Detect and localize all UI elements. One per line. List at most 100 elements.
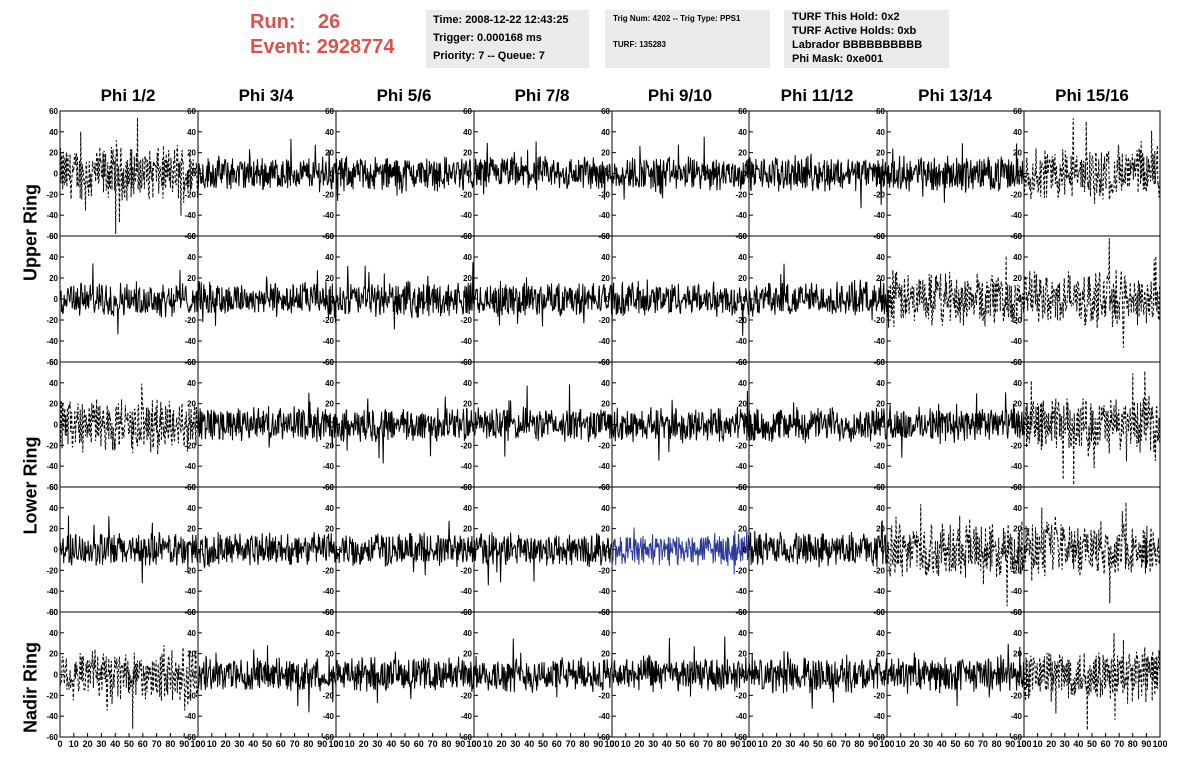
y-tick-label: 60 — [325, 107, 334, 116]
y-tick-label: 20 — [601, 650, 610, 659]
x-tick-label: 30 — [96, 739, 106, 749]
y-tick-label: -20 — [46, 190, 58, 199]
y-tick-label: 20 — [601, 149, 610, 158]
col-header-5: Phi 9/10 — [647, 86, 713, 105]
y-tick-label: 0 — [468, 295, 473, 304]
x-tick-label: 50 — [400, 739, 410, 749]
x-tick-label: 70 — [152, 739, 162, 749]
y-tick-label: 40 — [187, 504, 196, 513]
y-tick-label: 40 — [1013, 379, 1022, 388]
time-text: Time: 2008-12-22 12:43:25 — [433, 14, 569, 26]
x-tick-label: 60 — [414, 739, 424, 749]
y-tick-label: -20 — [184, 566, 196, 575]
x-tick-label: 80 — [303, 739, 313, 749]
y-tick-label: 60 — [187, 608, 196, 617]
y-tick-label: 20 — [876, 274, 885, 283]
y-tick-label: 60 — [325, 232, 334, 241]
x-tick-label: 70 — [566, 739, 576, 749]
y-tick-label: 60 — [463, 608, 472, 617]
y-tick-label: 0 — [192, 295, 197, 304]
y-tick-label: 0 — [743, 295, 748, 304]
waveform-trace — [886, 392, 1025, 458]
y-tick-label: 40 — [49, 629, 58, 638]
x-tick-label: 40 — [110, 739, 120, 749]
y-tick-label: -20 — [322, 190, 334, 199]
x-tick-label: 0 — [57, 739, 62, 749]
turf-num-text: TURF: 135283 — [613, 40, 666, 49]
waveform-trace — [1023, 238, 1161, 348]
x-tick-label: 70 — [978, 739, 988, 749]
x-tick-label: 20 — [772, 739, 782, 749]
y-tick-label: 40 — [463, 379, 472, 388]
y-tick-label: 40 — [463, 128, 472, 137]
y-tick-label: 40 — [49, 128, 58, 137]
waveform-trace — [197, 645, 337, 713]
run-label: Run: — [250, 11, 296, 33]
x-tick-label: 10 — [758, 739, 768, 749]
y-tick-label: 20 — [187, 274, 196, 283]
x-tick-label: 50 — [813, 739, 823, 749]
x-tick-label: 10 — [345, 739, 355, 749]
y-tick-label: -40 — [460, 337, 472, 346]
y-tick-label: 60 — [876, 358, 885, 367]
y-tick-label: 20 — [1013, 149, 1022, 158]
waveform-trace — [473, 638, 613, 698]
y-tick-label: -40 — [735, 587, 747, 596]
x-tick-label: 70 — [1114, 739, 1124, 749]
y-tick-label: -60 — [46, 483, 58, 492]
y-tick-label: 20 — [49, 274, 58, 283]
y-tick-label: -40 — [46, 462, 58, 471]
waveform-trace — [886, 255, 1025, 328]
y-tick-label: 60 — [463, 107, 472, 116]
y-tick-label: 60 — [601, 608, 610, 617]
x-tick-label: 40 — [662, 739, 672, 749]
waveform-trace — [611, 279, 750, 336]
y-tick-label: 60 — [325, 358, 334, 367]
y-tick-label: 60 — [601, 358, 610, 367]
x-tick-label: 40 — [937, 739, 947, 749]
x-tick-label: 0 — [609, 739, 614, 749]
x-tick-label: 40 — [1073, 739, 1083, 749]
y-tick-label: 40 — [1013, 504, 1022, 513]
y-tick-label: 0 — [1018, 170, 1023, 179]
x-tick-label: 20 — [634, 739, 644, 749]
y-tick-label: 0 — [330, 546, 335, 555]
y-tick-label: 60 — [463, 232, 472, 241]
waveform-trace — [335, 520, 475, 576]
x-tick-label: 80 — [165, 739, 175, 749]
time-info-panel: Time: 2008-12-22 12:43:25 Trigger: 0.000… — [426, 10, 589, 68]
y-tick-label: 40 — [876, 128, 885, 137]
waveform-trace — [473, 141, 613, 200]
y-tick-label: 40 — [1013, 253, 1022, 262]
y-tick-label: 60 — [876, 232, 885, 241]
y-tick-label: 0 — [54, 295, 59, 304]
y-tick-label: 20 — [601, 274, 610, 283]
run-event-box: Run: 26 Event: 2928774 — [250, 10, 395, 60]
y-tick-label: -20 — [184, 190, 196, 199]
y-tick-label: -20 — [598, 316, 610, 325]
waveform-trace — [1023, 632, 1161, 731]
priority-text: Priority: 7 -- Queue: 7 — [433, 50, 545, 62]
x-tick-label: 30 — [234, 739, 244, 749]
waveform-trace — [748, 519, 888, 568]
x-tick-label: 60 — [689, 739, 699, 749]
x-tick-label: 30 — [372, 739, 382, 749]
y-tick-label: -20 — [598, 691, 610, 700]
waveform-trace — [335, 651, 475, 704]
y-tick-label: 60 — [738, 232, 747, 241]
waveform-trace — [473, 384, 613, 457]
y-tick-label: 0 — [192, 546, 197, 555]
y-tick-label: 0 — [1018, 546, 1023, 555]
y-tick-label: 60 — [325, 608, 334, 617]
y-tick-label: -40 — [322, 712, 334, 721]
y-tick-label: 20 — [49, 650, 58, 659]
y-tick-label: -40 — [322, 587, 334, 596]
y-tick-label: 40 — [325, 253, 334, 262]
waveform-trace — [611, 636, 750, 697]
y-tick-label: -40 — [735, 211, 747, 220]
x-tick-label: 80 — [441, 739, 451, 749]
x-tick-label: 70 — [841, 739, 851, 749]
y-tick-label: 0 — [54, 546, 59, 555]
y-tick-label: 60 — [49, 107, 58, 116]
